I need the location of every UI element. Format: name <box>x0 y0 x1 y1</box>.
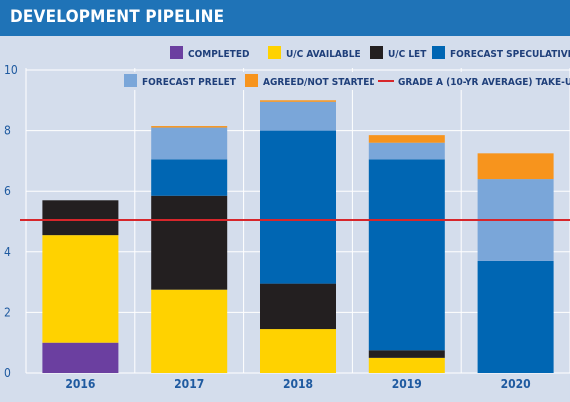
x-tick-label-2020: 2020 <box>501 377 531 391</box>
x-tick-label-2016: 2016 <box>65 377 95 391</box>
y-tick-label-5: 10 <box>4 63 18 77</box>
bar-2016-u-c-let <box>42 200 119 236</box>
bar-2019-forecast-prelet <box>368 142 445 160</box>
y-tick-label-2: 4 <box>4 245 11 259</box>
legend-label-forecast-prelet: FORECAST PRELET <box>142 77 237 88</box>
legend-bg-4 <box>121 72 233 90</box>
bar-2018-u-c-let <box>260 283 336 330</box>
bar-2019-forecast-speculative <box>368 159 445 351</box>
bar-2019-u-c-available <box>368 357 445 373</box>
bar-2018-agreed-not-started <box>260 100 336 102</box>
bar-2018-u-c-available <box>260 329 336 373</box>
legend-bg-1 <box>265 44 365 62</box>
legend-swatch-u-c-let <box>370 46 383 59</box>
legend-label-agreed-not-started: AGREED/NOT STARTED <box>263 77 377 88</box>
legend-swatch-forecast-prelet <box>124 74 137 87</box>
bar-2019-u-c-let <box>368 350 445 358</box>
legend-swatch-agreed-not-started <box>245 74 258 87</box>
bar-2017-agreed-not-started <box>151 126 228 128</box>
x-tick-label-2019: 2019 <box>392 377 422 391</box>
bar-2019-agreed-not-started <box>368 135 445 143</box>
y-tick-label-0: 0 <box>4 366 11 380</box>
legend-swatch-forecast-speculative <box>432 46 445 59</box>
y-tick-label-4: 8 <box>4 124 11 138</box>
bar-2020-agreed-not-started <box>477 153 554 180</box>
bar-2018-forecast-prelet <box>260 101 336 131</box>
legend-label-completed: COMPLETED <box>188 49 249 60</box>
bar-2017-forecast-prelet <box>151 127 228 160</box>
bar-2020-forecast-speculative <box>477 260 554 373</box>
legend-label-u-c-let: U/C LET <box>388 49 427 60</box>
x-tick-label-2018: 2018 <box>283 377 313 391</box>
legend-label-forecast-speculative: FORECAST SPECULATIVE <box>450 49 570 60</box>
legend-bg-5 <box>242 72 370 90</box>
chart-header: DEVELOPMENT PIPELINE <box>0 0 570 36</box>
y-tick-label-1: 2 <box>4 305 11 319</box>
bar-2017-forecast-speculative <box>151 159 228 196</box>
legend-swatch-u-c-available <box>268 46 281 59</box>
legend-bg-ref <box>374 72 566 90</box>
bar-2016-u-c-available <box>42 235 119 343</box>
bar-2016-completed <box>42 342 119 373</box>
stacked-bar-chart: 0 2 4 6 8 10 2016 2017 2018 2019 2020 COMPLETED U/C … <box>4 44 570 391</box>
legend-bg-0 <box>167 44 259 62</box>
x-tick-label-2017: 2017 <box>174 377 204 391</box>
bar-2018-forecast-speculative <box>260 130 336 284</box>
bar-2017-u-c-let <box>151 195 228 290</box>
chart-title: DEVELOPMENT PIPELINE <box>10 7 225 27</box>
legend-bg-3 <box>429 44 561 62</box>
y-tick-label-3: 6 <box>4 184 11 198</box>
legend-label-grade-a: GRADE A (10-YR AVERAGE) TAKE-UP <box>398 77 570 88</box>
legend-swatch-completed <box>170 46 183 59</box>
legend-label-u-c-available: U/C AVAILABLE <box>286 49 361 60</box>
bar-2017-u-c-available <box>151 289 228 373</box>
